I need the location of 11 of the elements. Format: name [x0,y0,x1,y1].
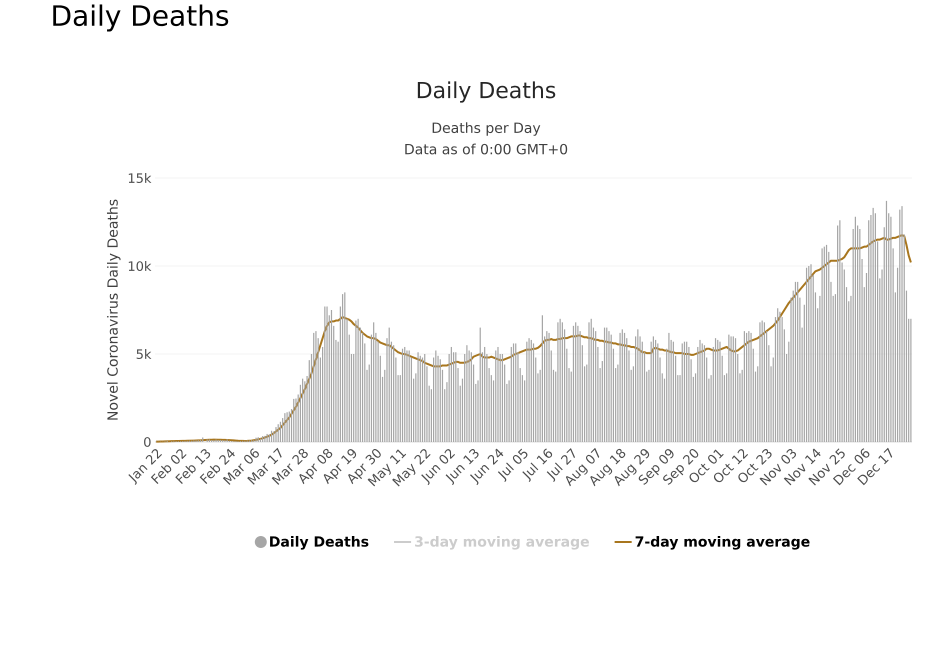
legend-label: Daily Deaths [270,536,368,550]
y-tick-label: 15k [128,172,152,184]
text: Data as of 0:00 GMT+0 [405,144,568,154]
y-tick-label: 5k [136,348,152,360]
chart-subtitle: Deaths per Day [432,122,540,136]
y-tick-label: 10k [128,260,152,272]
y-axis-title: Novel Coronavirus Daily Deaths [106,200,121,420]
legend-label: 7-day moving average [636,536,810,550]
text: Daily Deaths [53,4,228,32]
chart-title: Daily Deaths [418,81,556,103]
y-tick-label: 0 [144,437,151,447]
